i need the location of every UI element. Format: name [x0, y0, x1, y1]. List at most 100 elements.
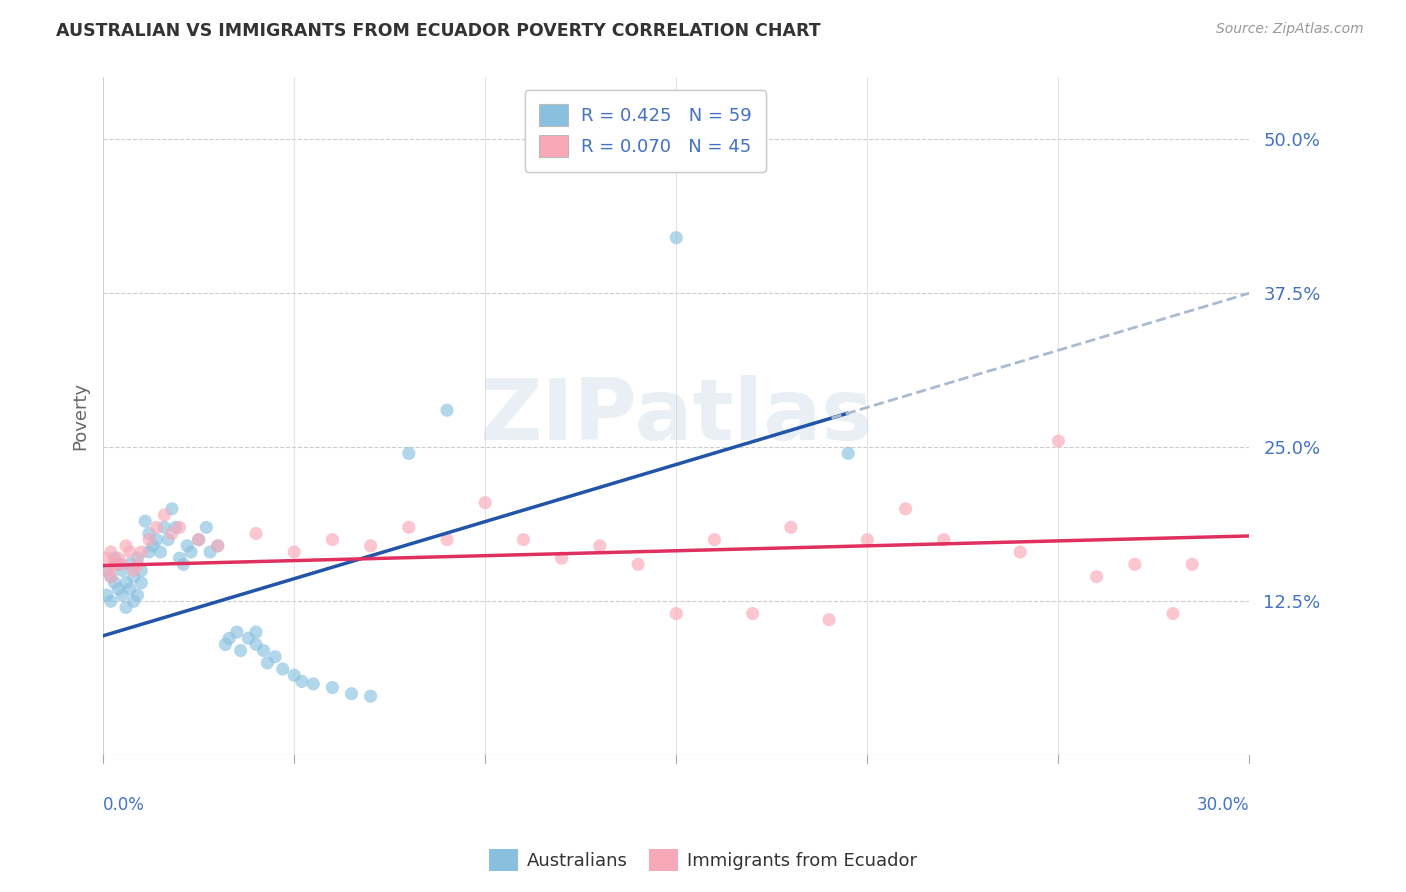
Point [321, 681, 343, 695]
Point [302, 677, 325, 691]
Point [214, 637, 236, 651]
Point [1010, 545, 1032, 559]
Point [589, 539, 612, 553]
Point [225, 625, 247, 640]
Point [153, 520, 176, 534]
Point [283, 668, 305, 682]
Point [436, 533, 458, 547]
Point [741, 607, 763, 621]
Point [104, 558, 127, 572]
Point [134, 514, 156, 528]
Point [127, 588, 149, 602]
Point [122, 564, 145, 578]
Point [398, 446, 420, 460]
Point [115, 539, 138, 553]
Point [1181, 558, 1204, 572]
Point [1123, 558, 1146, 572]
Point [703, 533, 725, 547]
Legend: Australians, Immigrants from Ecuador: Australians, Immigrants from Ecuador [482, 842, 924, 879]
Point [837, 446, 859, 460]
Point [1161, 607, 1184, 621]
Text: 0.0%: 0.0% [103, 796, 145, 814]
Point [96, 588, 118, 602]
Point [207, 539, 229, 553]
Point [229, 643, 252, 657]
Point [195, 520, 218, 534]
Point [1085, 569, 1108, 583]
Point [127, 551, 149, 566]
Point [138, 526, 160, 541]
Point [104, 551, 127, 566]
Point [894, 501, 917, 516]
Point [138, 545, 160, 559]
Point [122, 569, 145, 583]
Point [256, 656, 278, 670]
Point [107, 551, 129, 566]
Point [104, 575, 127, 590]
Legend: R = 0.425   N = 59, R = 0.070   N = 45: R = 0.425 N = 59, R = 0.070 N = 45 [524, 90, 766, 172]
Point [398, 520, 420, 534]
Point [160, 526, 183, 541]
Point [245, 637, 267, 651]
Point [107, 558, 129, 572]
Point [207, 539, 229, 553]
Point [283, 545, 305, 559]
Point [127, 558, 149, 572]
Point [131, 564, 153, 578]
Point [100, 569, 122, 583]
Point [360, 689, 382, 703]
Point [474, 496, 496, 510]
Point [1047, 434, 1070, 448]
Point [111, 558, 134, 572]
Point [340, 687, 363, 701]
Point [321, 533, 343, 547]
Point [131, 575, 153, 590]
Point [100, 594, 122, 608]
Point [271, 662, 294, 676]
Text: AUSTRALIAN VS IMMIGRANTS FROM ECUADOR POVERTY CORRELATION CHART: AUSTRALIAN VS IMMIGRANTS FROM ECUADOR PO… [56, 22, 821, 40]
Point [96, 564, 118, 578]
Point [100, 545, 122, 559]
Point [100, 569, 122, 583]
Point [153, 508, 176, 522]
Point [149, 545, 172, 559]
Point [104, 558, 127, 572]
Point [218, 632, 240, 646]
Text: 30.0%: 30.0% [1197, 796, 1250, 814]
Point [142, 539, 165, 553]
Point [180, 545, 202, 559]
Point [111, 588, 134, 602]
Point [198, 545, 221, 559]
Point [111, 564, 134, 578]
Point [665, 607, 688, 621]
Point [932, 533, 955, 547]
Point [160, 501, 183, 516]
Point [165, 520, 187, 534]
Point [118, 558, 141, 572]
Y-axis label: Poverty: Poverty [72, 383, 89, 450]
Point [512, 533, 534, 547]
Text: ZIPatlas: ZIPatlas [479, 375, 873, 458]
Text: Source: ZipAtlas.com: Source: ZipAtlas.com [1216, 22, 1364, 37]
Point [245, 625, 267, 640]
Point [122, 594, 145, 608]
Point [131, 545, 153, 559]
Point [627, 558, 650, 572]
Point [856, 533, 879, 547]
Point [115, 575, 138, 590]
Point [118, 545, 141, 559]
Point [252, 643, 274, 657]
Point [665, 230, 688, 244]
Point [238, 632, 260, 646]
Point [118, 582, 141, 596]
Point [145, 533, 167, 547]
Point [187, 533, 209, 547]
Point [245, 526, 267, 541]
Point [138, 533, 160, 547]
Point [172, 558, 194, 572]
Point [187, 533, 209, 547]
Point [169, 520, 191, 534]
Point [145, 520, 167, 534]
Point [169, 551, 191, 566]
Point [550, 551, 572, 566]
